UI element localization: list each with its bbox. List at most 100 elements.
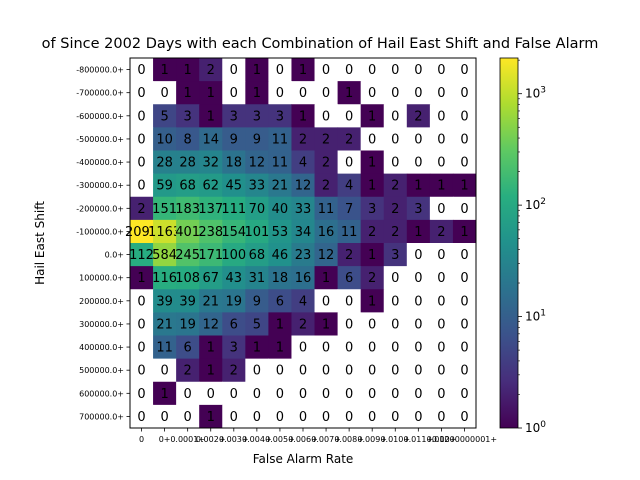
colorbar-tick-label: 100 [525, 420, 546, 435]
cell-value-label: 0 [391, 271, 399, 286]
heatmap-cell [245, 266, 269, 290]
heatmap-cell [268, 312, 292, 336]
heatmap-cell [314, 127, 339, 151]
cell-value-label: 0 [137, 294, 145, 309]
cell-value-label: 2 [391, 202, 399, 217]
heatmap-cell [452, 196, 477, 221]
cell-value-label: 1 [207, 364, 215, 379]
cell-value-label: 0 [437, 202, 445, 217]
heatmap-cell [360, 150, 385, 175]
heatmap-cell [153, 127, 177, 151]
cell-value-label: 0 [391, 387, 399, 402]
cell-value-label: 4 [345, 179, 353, 194]
heatmap-cell [222, 243, 246, 267]
cell-value-label: 0 [437, 109, 445, 124]
cell-value-label: 2 [299, 132, 307, 147]
heatmap-cell [268, 81, 292, 105]
cell-value-label: 6 [345, 271, 353, 286]
cell-value-label: 2 [391, 179, 399, 194]
heatmap-cell [130, 243, 154, 267]
cell-value-label: 3 [414, 202, 422, 217]
heatmap-cell [452, 173, 477, 198]
heatmap-cell [268, 104, 292, 128]
x-tick-label: 0.002+ [196, 435, 226, 444]
heatmap-cell [429, 196, 454, 221]
cell-value-label: 0 [276, 410, 284, 425]
cell-value-label: 137 [198, 202, 223, 217]
heatmap-cell [291, 404, 316, 429]
cell-value-label: 1 [437, 179, 445, 194]
cell-value-label: 6 [276, 294, 284, 309]
heatmap-cell [406, 335, 431, 360]
cell-value-label: 46 [272, 248, 289, 263]
cell-value-label: 0 [368, 341, 376, 356]
cell-value-label: 0 [391, 294, 399, 309]
y-tick-label: 600000.0+ [79, 389, 124, 398]
heatmap-cell [314, 404, 339, 429]
heatmap-cell [452, 335, 477, 360]
cell-value-label: 1 [160, 63, 168, 78]
cell-value-label: 1 [253, 63, 261, 78]
x-tick-label: 0.010+ [380, 435, 410, 444]
cell-value-label: 0 [276, 387, 284, 402]
heatmap-cell [337, 81, 362, 105]
heatmap-cell [406, 243, 431, 267]
cell-value-label: 0 [437, 341, 445, 356]
cell-value-label: 14 [202, 132, 219, 147]
cell-value-label: 0 [253, 387, 261, 402]
cell-value-label: 1 [207, 341, 215, 356]
heatmap-cell [268, 150, 292, 175]
heatmap-cell [406, 104, 431, 128]
heatmap-cell [452, 312, 477, 336]
cell-value-label: 39 [156, 294, 173, 309]
cell-value-label: 1 [253, 341, 261, 356]
heatmap-cell [245, 404, 269, 429]
heatmap-cell [176, 266, 200, 290]
heatmap-cell [452, 104, 477, 128]
cell-value-label: 2 [322, 179, 330, 194]
heatmap-cell [383, 58, 408, 82]
cell-value-label: 1 [253, 86, 261, 101]
cell-value-label: 0 [345, 294, 353, 309]
heatmap-cell [153, 335, 177, 360]
heatmap-cell [176, 150, 200, 175]
heatmap-cell [383, 81, 408, 105]
heatmap-cell [314, 173, 339, 198]
colorbar-tick-label: 101 [525, 309, 546, 324]
cell-value-label: 0 [253, 364, 261, 379]
heatmap-cell [452, 81, 477, 105]
cell-value-label: 0 [414, 410, 422, 425]
heatmap-cell [130, 358, 154, 383]
cell-value-label: 68 [179, 179, 196, 194]
cell-value-label: 171 [198, 248, 223, 263]
heatmap-cell [383, 243, 408, 267]
heatmap-cell [153, 381, 177, 406]
cell-value-label: 62 [202, 179, 219, 194]
cell-value-label: 0 [230, 86, 238, 101]
heatmap-cell [268, 335, 292, 360]
heatmap-cell [337, 312, 362, 336]
heatmap-cell [199, 358, 223, 383]
cell-value-label: 238 [198, 225, 223, 240]
y-tick-label: -100000.0+ [76, 227, 124, 236]
cell-value-label: 0 [137, 109, 145, 124]
heatmap-cell [360, 219, 385, 244]
heatmap-cell [360, 127, 385, 151]
heatmap-cell [222, 196, 246, 221]
heatmap-cell [176, 404, 200, 429]
heatmap-cell [222, 312, 246, 336]
heatmap-cell [337, 173, 362, 198]
y-tick-label: -800000.0+ [76, 66, 124, 75]
cell-value-label: 0 [276, 86, 284, 101]
heatmap-cell [199, 150, 223, 175]
cell-value-label: 0 [460, 109, 468, 124]
cell-value-label: 0 [322, 109, 330, 124]
heatmap-cell [360, 358, 385, 383]
cell-value-label: 7 [345, 202, 353, 217]
heatmap-cell [291, 266, 316, 290]
cell-value-label: 1 [368, 109, 376, 124]
heatmap-cell [314, 289, 339, 313]
x-axis-ticks: 0 0+ 0.0001+0.002+0.003+0.004+0.005+0.006+… [139, 428, 497, 444]
y-tick-label: -600000.0+ [76, 112, 124, 121]
heatmap-cell [222, 150, 246, 175]
